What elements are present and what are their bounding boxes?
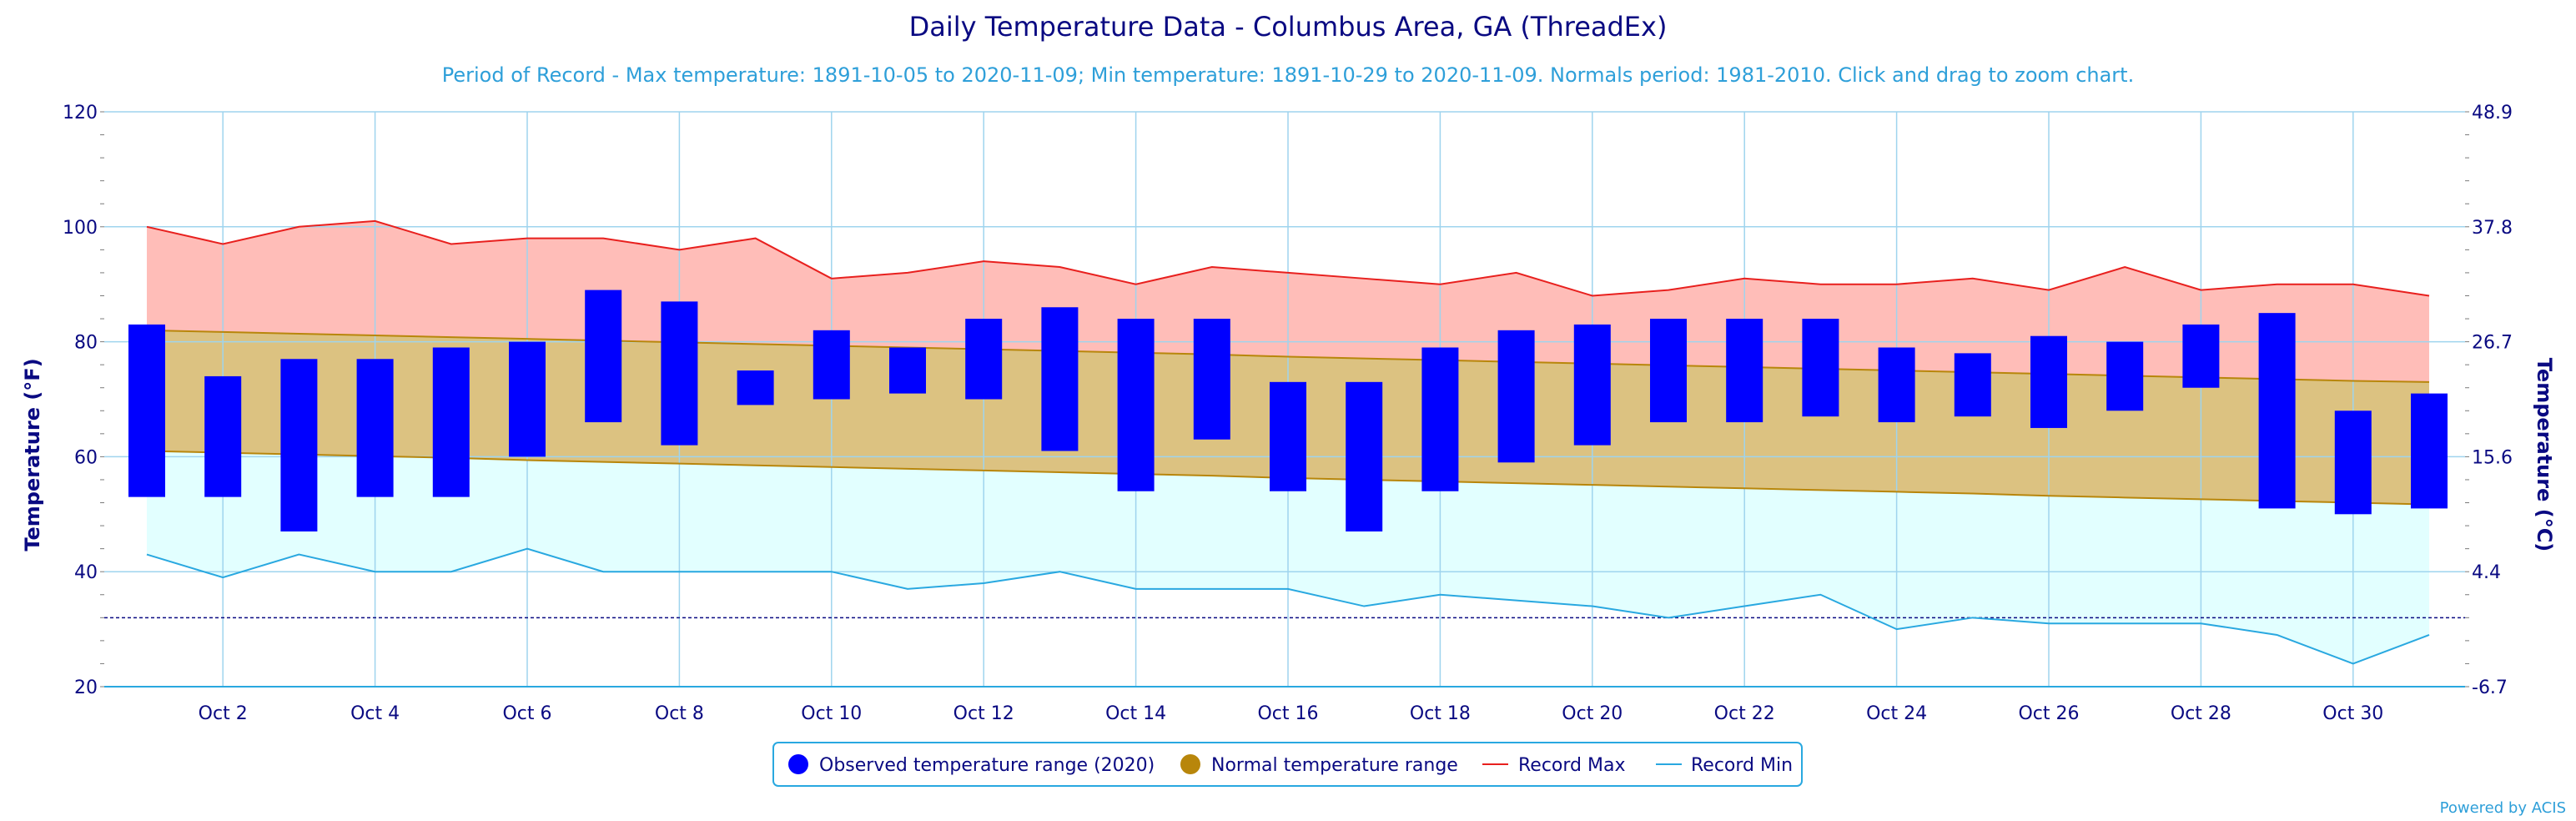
observed-bar-oct-31[interactable] <box>2411 393 2448 509</box>
observed-bar-oct-28[interactable] <box>2182 324 2220 388</box>
y-tick-label-right: -6.7 <box>2472 677 2508 698</box>
observed-bar-oct-12[interactable] <box>965 319 1003 400</box>
observed-bar-oct-2[interactable] <box>204 375 242 497</box>
legend-item-record-min[interactable]: Record Min <box>1656 755 1793 776</box>
y-tick-label-left: 20 <box>74 677 98 698</box>
x-tick-label: Oct 22 <box>1714 703 1775 724</box>
y-tick-label-left: 100 <box>63 218 98 239</box>
observed-bar-oct-30[interactable] <box>2334 410 2372 515</box>
observed-bar-oct-14[interactable] <box>1117 319 1155 491</box>
observed-bar-oct-22[interactable] <box>1726 319 1763 423</box>
observed-bar-oct-15[interactable] <box>1193 319 1230 440</box>
chart-title: Daily Temperature Data - Columbus Area, … <box>909 11 1668 43</box>
legend-label-normal: Normal temperature range <box>1211 755 1458 776</box>
observed-bar-oct-6[interactable] <box>509 341 546 457</box>
legend[interactable]: Observed temperature range (2020) Normal… <box>772 742 1803 787</box>
observed-bar-oct-18[interactable] <box>1421 347 1459 491</box>
x-tick-label: Oct 14 <box>1105 703 1166 724</box>
x-tick-label: Oct 12 <box>953 703 1014 724</box>
x-tick-label: Oct 24 <box>1866 703 1927 724</box>
legend-label-observed: Observed temperature range (2020) <box>819 755 1155 776</box>
record-max-line <box>146 219 2430 297</box>
x-tick-label: Oct 2 <box>199 703 248 724</box>
y-axis-title-left: Temperature (°F) <box>21 358 44 551</box>
observed-bar-oct-1[interactable] <box>128 324 165 497</box>
y-tick-label-right: 26.7 <box>2472 333 2513 354</box>
legend-box <box>772 742 1803 787</box>
observed-bar-oct-21[interactable] <box>1650 319 1687 423</box>
observed-bar-oct-7[interactable] <box>585 290 622 423</box>
observed-bar-oct-29[interactable] <box>2258 313 2296 509</box>
y-tick-label-left: 120 <box>63 103 98 123</box>
observed-bar-oct-3[interactable] <box>280 359 318 531</box>
x-tick-label: Oct 28 <box>2171 703 2231 724</box>
observed-bar-oct-19[interactable] <box>1497 330 1535 463</box>
observed-bar-oct-20[interactable] <box>1573 324 1611 446</box>
observed-bar-oct-9[interactable] <box>737 370 774 405</box>
legend-item-normal[interactable]: Normal temperature range <box>1180 754 1458 776</box>
observed-bar-oct-25[interactable] <box>1954 353 1991 417</box>
y-tick-label-left: 60 <box>74 447 98 468</box>
observed-bar-oct-24[interactable] <box>1878 347 1915 423</box>
y-tick-label-left: 40 <box>74 562 98 583</box>
observed-bars[interactable] <box>128 290 2448 531</box>
x-tick-label: Oct 26 <box>2018 703 2079 724</box>
legend-item-observed[interactable]: Observed temperature range (2020) <box>788 754 1155 776</box>
observed-bar-oct-4[interactable] <box>356 359 394 497</box>
observed-bar-oct-5[interactable] <box>432 347 470 497</box>
y-axis-title-right: Temperature (°C) <box>2533 358 2556 552</box>
observed-bar-oct-17[interactable] <box>1346 381 1383 531</box>
credit-text[interactable]: Powered by ACIS <box>2440 799 2566 817</box>
axes: 20 -6.7 40 4.4 60 15.6 80 26.7 100 37.8 120 48.9 Oct… <box>63 103 2513 724</box>
legend-label-record-max: Record Max <box>1518 755 1626 776</box>
x-tick-label: Oct 10 <box>801 703 862 724</box>
record-lines <box>146 219 2430 665</box>
observed-bar-oct-13[interactable] <box>1041 307 1079 451</box>
x-tick-label: Oct 18 <box>1410 703 1471 724</box>
x-tick-label: Oct 30 <box>2322 703 2383 724</box>
legend-label-record-min: Record Min <box>1691 755 1793 776</box>
observed-bar-oct-10[interactable] <box>813 330 850 400</box>
x-tick-label: Oct 8 <box>655 703 704 724</box>
observed-bar-oct-23[interactable] <box>1802 319 1839 417</box>
y-tick-label-left: 80 <box>74 333 98 354</box>
observed-bar-oct-11[interactable] <box>889 347 926 394</box>
chart-subtitle: Period of Record - Max temperature: 1891… <box>442 63 2134 87</box>
y-tick-label-right: 4.4 <box>2472 562 2501 583</box>
legend-item-record-max[interactable]: Record Max <box>1482 755 1626 776</box>
observed-bar-oct-16[interactable] <box>1270 381 1306 491</box>
observed-bar-oct-27[interactable] <box>2106 341 2144 411</box>
y-tick-label-right: 48.9 <box>2472 103 2513 123</box>
y-tick-label-right: 15.6 <box>2472 447 2513 468</box>
legend-swatch-observed <box>788 754 808 774</box>
observed-bar-oct-26[interactable] <box>2030 335 2067 428</box>
x-tick-label: Oct 6 <box>502 703 551 724</box>
y-tick-label-right: 37.8 <box>2472 218 2513 239</box>
x-tick-label: Oct 16 <box>1257 703 1318 724</box>
legend-swatch-normal <box>1180 754 1200 774</box>
observed-bar-oct-8[interactable] <box>661 301 698 446</box>
x-tick-label: Oct 4 <box>350 703 400 724</box>
record-min-line <box>146 547 2430 665</box>
x-tick-label: Oct 20 <box>1562 703 1623 724</box>
